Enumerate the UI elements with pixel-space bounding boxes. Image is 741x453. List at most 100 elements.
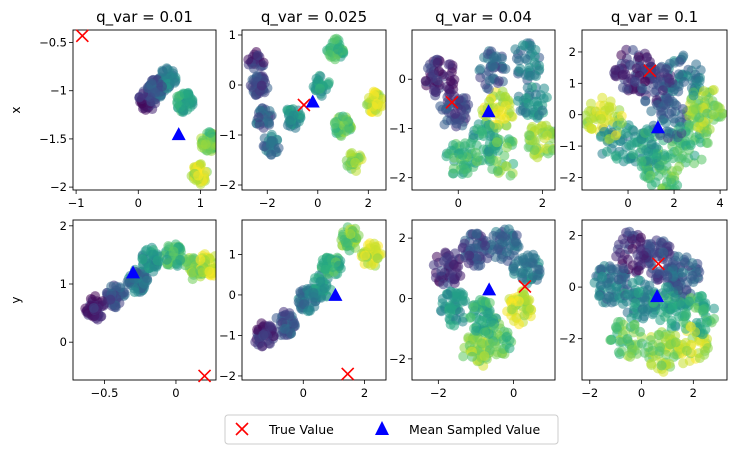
- sample-point: [266, 149, 277, 160]
- sample-point: [492, 166, 503, 177]
- sample-point: [496, 253, 507, 264]
- sample-point: [513, 255, 524, 266]
- sample-point: [483, 83, 494, 94]
- sample-point: [673, 81, 684, 92]
- sample-point: [501, 142, 512, 153]
- sample-point: [171, 259, 182, 270]
- sample-point: [372, 253, 383, 264]
- sample-point: [597, 92, 608, 103]
- sample-point: [329, 118, 340, 129]
- sample-cloud: [80, 239, 216, 325]
- sample-point: [674, 56, 685, 67]
- sample-cloud: [582, 44, 727, 190]
- sample-point: [643, 147, 654, 158]
- sample-point: [646, 139, 657, 150]
- sample-point: [487, 61, 498, 72]
- sample-point: [111, 281, 122, 292]
- sample-point: [663, 128, 674, 139]
- sample-point: [691, 59, 702, 70]
- sample-point: [635, 61, 646, 72]
- subplot-title: q_var = 0.04: [435, 8, 532, 27]
- sample-point: [500, 91, 511, 102]
- sample-point: [683, 119, 694, 130]
- sample-point: [694, 112, 705, 123]
- sample-point: [195, 254, 206, 265]
- sample-point: [635, 326, 646, 337]
- sample-point: [655, 62, 666, 73]
- sample-point: [690, 326, 701, 337]
- sample-point: [630, 298, 641, 309]
- mean-sampled-marker: [650, 289, 665, 303]
- sample-point: [618, 263, 629, 274]
- sample-point: [256, 80, 267, 91]
- sample-point: [681, 345, 692, 356]
- axes-frame: [411, 29, 556, 191]
- sample-point: [531, 274, 542, 285]
- x-tick-label: 2: [670, 196, 677, 210]
- axes-frame: [241, 219, 387, 381]
- sample-point: [342, 160, 353, 171]
- sample-point: [615, 247, 626, 258]
- y-axis-label: y: [9, 296, 23, 303]
- sample-point: [717, 108, 727, 119]
- sample-point: [654, 346, 665, 357]
- y-tick-label: −2: [559, 332, 576, 346]
- sample-point: [449, 320, 460, 331]
- sample-point: [346, 148, 357, 159]
- sample-point: [657, 85, 668, 96]
- sample-point: [430, 86, 441, 97]
- sample-point: [617, 149, 628, 160]
- y-tick-label: −0.5: [39, 36, 67, 50]
- sample-cloud: [589, 226, 720, 377]
- sample-point: [525, 70, 536, 81]
- x-tick-label: 2: [690, 386, 697, 400]
- sample-point: [601, 146, 612, 157]
- sample-point: [260, 328, 271, 339]
- x-tick-label: −2: [259, 196, 276, 210]
- x-tick-label: −0.5: [90, 386, 118, 400]
- sample-point: [492, 244, 503, 255]
- sample-point: [436, 265, 447, 276]
- mean-sampled-marker: [482, 282, 497, 296]
- sample-point: [473, 260, 484, 271]
- sample-point: [531, 96, 542, 107]
- sample-point: [329, 34, 340, 45]
- sample-point: [633, 287, 644, 298]
- sample-point: [521, 295, 532, 306]
- y-tick-label: 1: [60, 277, 67, 291]
- sample-point: [172, 98, 183, 109]
- sample-point: [484, 297, 495, 308]
- sample-point: [650, 177, 661, 188]
- sample-point: [662, 256, 673, 267]
- y-tick-label: 0: [229, 78, 236, 92]
- subplot-4: 0 2 4 −2 −1 0 1 2 q_var = 0.1: [559, 8, 728, 210]
- sample-point: [633, 52, 644, 63]
- sample-point: [109, 302, 120, 313]
- sample-point: [447, 168, 458, 179]
- sample-point: [689, 158, 700, 169]
- sample-point: [708, 84, 719, 95]
- sample-point: [486, 316, 497, 327]
- y-tick-label: 0: [60, 335, 67, 349]
- sample-point: [603, 101, 614, 112]
- subplot-title: q_var = 0.025: [261, 8, 367, 27]
- sample-point: [628, 149, 639, 160]
- sample-point: [341, 125, 352, 136]
- sample-point: [304, 305, 315, 316]
- sample-point: [483, 308, 494, 319]
- sample-point: [673, 280, 684, 291]
- sample-point: [603, 292, 614, 303]
- y-tick-label: 2: [60, 219, 67, 233]
- true-value-marker: [643, 64, 657, 78]
- sample-point: [457, 316, 468, 327]
- sample-point: [504, 343, 515, 354]
- sample-point: [673, 69, 684, 80]
- sample-point: [697, 305, 708, 316]
- sample-point: [432, 57, 443, 68]
- sample-point: [315, 276, 326, 287]
- sample-point: [511, 238, 522, 249]
- sample-point: [694, 75, 705, 86]
- y-tick-label: 0: [569, 108, 576, 122]
- sample-point: [438, 279, 449, 290]
